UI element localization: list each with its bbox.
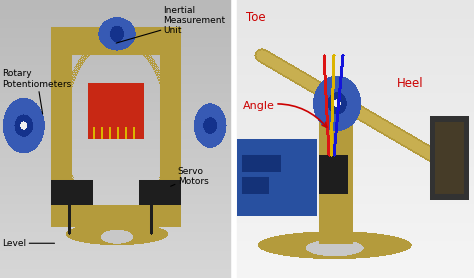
Text: Angle: Angle bbox=[243, 101, 327, 127]
Text: Toe: Toe bbox=[246, 11, 265, 24]
Text: Level: Level bbox=[2, 239, 55, 248]
Text: Servo
Motors: Servo Motors bbox=[171, 167, 209, 186]
Text: Inertial
Measurement
Unit: Inertial Measurement Unit bbox=[116, 6, 226, 43]
Text: Rotary
Potentiometers: Rotary Potentiometers bbox=[2, 70, 72, 114]
Text: Heel: Heel bbox=[397, 77, 424, 90]
